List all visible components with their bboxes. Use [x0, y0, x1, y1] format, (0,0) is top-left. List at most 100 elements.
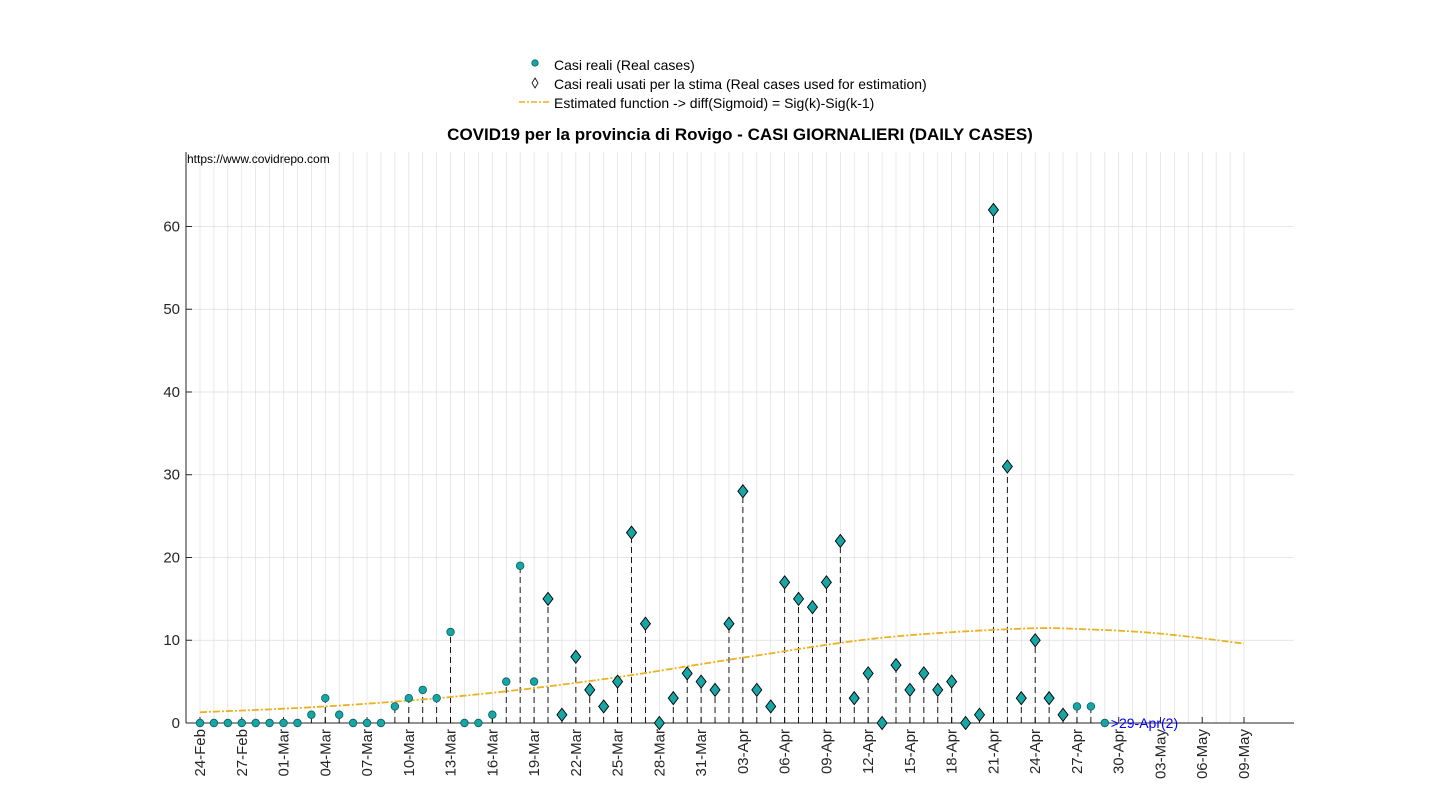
x-tick-label: 30-Apr	[1111, 729, 1128, 774]
data-point-real-case	[279, 718, 288, 728]
x-axis-ticks: 24-Feb 27-Feb 01-Mar 04-Mar 07-Mar 10-Mar 13-M…	[192, 717, 1253, 779]
x-tick-label: 06-Apr	[777, 729, 794, 774]
x-tick-label: 03-Apr	[735, 729, 752, 774]
data-point-used-for-estimation	[612, 674, 624, 689]
x-tick-label: 24-Feb	[192, 729, 209, 777]
legend-used-cases-label: Casi reali usati per la stima (Real case…	[554, 76, 927, 92]
data-point-real-case	[223, 718, 233, 728]
x-tick-label: 16-Mar	[484, 729, 501, 777]
data-point-real-case	[307, 710, 316, 719]
data-points	[195, 202, 1109, 731]
data-point-used-for-estimation	[723, 616, 735, 631]
x-tick-label: 27-Feb	[234, 729, 251, 777]
data-point-real-case	[404, 693, 413, 703]
data-point-real-case	[251, 718, 260, 728]
data-point-real-case	[237, 718, 246, 728]
data-point-used-for-estimation	[904, 682, 916, 698]
data-point-used-for-estimation	[862, 666, 874, 681]
x-tick-label: 09-May	[1236, 729, 1253, 780]
data-point-real-case	[209, 718, 219, 728]
data-point-used-for-estimation	[848, 690, 860, 706]
x-tick-label: 18-Apr	[944, 729, 961, 774]
data-point-used-for-estimation	[960, 715, 972, 731]
data-point-used-for-estimation	[1043, 690, 1055, 706]
data-point-used-for-estimation	[681, 666, 693, 681]
legend-real-cases-marker	[531, 59, 539, 67]
data-point-used-for-estimation	[973, 707, 986, 722]
data-point-used-for-estimation	[542, 591, 554, 607]
data-point-real-case	[515, 561, 525, 570]
data-point-used-for-estimation	[765, 699, 777, 714]
x-tick-label: 12-Apr	[860, 729, 877, 774]
data-point-real-case	[390, 702, 400, 711]
y-tick-label: 0	[172, 715, 180, 732]
x-tick-label: 15-Apr	[902, 729, 919, 774]
data-point-used-for-estimation	[639, 616, 652, 631]
grid	[186, 152, 1294, 724]
x-tick-label: 10-Mar	[401, 729, 418, 777]
data-point-used-for-estimation	[1057, 707, 1069, 722]
x-tick-label: 22-Mar	[568, 729, 585, 777]
data-point-used-for-estimation	[556, 707, 568, 722]
data-point-real-case	[376, 718, 386, 728]
data-point-used-for-estimation	[625, 525, 638, 540]
data-point-real-case	[529, 677, 539, 686]
data-point-used-for-estimation	[695, 674, 707, 689]
data-point-real-case	[335, 710, 344, 719]
x-tick-label: 25-Mar	[610, 729, 627, 777]
data-point-real-case	[362, 718, 372, 728]
y-tick-label: 30	[163, 467, 180, 484]
data-point-used-for-estimation	[570, 649, 582, 665]
data-point-used-for-estimation	[987, 202, 1000, 218]
y-tick-label: 40	[163, 384, 180, 401]
data-point-real-case	[348, 718, 358, 728]
x-tick-label: 24-Apr	[1027, 729, 1044, 774]
data-point-used-for-estimation	[806, 599, 819, 615]
x-tick-label: 07-Mar	[359, 729, 376, 777]
y-tick-label: 50	[163, 301, 180, 318]
data-point-used-for-estimation	[876, 715, 888, 731]
legend-estimated-label: Estimated function -> diff(Sigmoid) = Si…	[554, 95, 874, 111]
x-tick-label: 13-Mar	[443, 729, 460, 777]
estimated-line	[199, 627, 1245, 714]
x-tick-label: 03-May	[1152, 729, 1169, 780]
data-point-used-for-estimation	[932, 682, 944, 698]
data-point-real-case	[1100, 718, 1109, 728]
data-point-used-for-estimation	[1001, 459, 1013, 474]
y-tick-label: 60	[163, 218, 180, 235]
y-tick-label: 20	[163, 549, 180, 566]
x-tick-label: 09-Apr	[818, 729, 835, 774]
data-point-used-for-estimation	[834, 533, 846, 549]
data-point-real-case	[460, 718, 469, 728]
data-point-real-case	[432, 693, 441, 703]
chart-title: COVID19 per la provincia di Rovigo - CAS…	[447, 125, 1033, 144]
data-point-real-case	[502, 677, 511, 686]
data-point-real-case	[488, 710, 497, 719]
x-tick-label: 28-Mar	[651, 729, 668, 777]
legend-real-cases-label: Casi reali (Real cases)	[554, 57, 695, 73]
data-point-real-case	[474, 718, 483, 728]
data-point-used-for-estimation	[946, 674, 958, 689]
data-point-used-for-estimation	[918, 666, 930, 681]
data-point-used-for-estimation	[598, 699, 610, 714]
legend-used-cases-marker	[531, 77, 539, 89]
data-point-used-for-estimation	[653, 715, 665, 731]
data-point-real-case	[321, 693, 330, 703]
x-tick-label: 04-Mar	[317, 729, 334, 777]
data-point-used-for-estimation	[792, 591, 805, 607]
data-point-real-case	[265, 718, 274, 728]
x-tick-label: 01-Mar	[276, 729, 293, 777]
source-url: https://www.covidrepo.com	[187, 152, 330, 166]
data-point-used-for-estimation	[584, 682, 596, 698]
x-tick-label: 21-Apr	[985, 729, 1002, 774]
data-point-real-case	[418, 685, 427, 695]
last-value-annotation: >29-Apr(2)	[1111, 715, 1178, 731]
data-point-real-case	[195, 718, 205, 728]
data-point-real-case	[1086, 702, 1096, 711]
data-point-used-for-estimation	[737, 484, 749, 499]
axes	[185, 152, 1294, 724]
data-point-used-for-estimation	[667, 690, 679, 706]
x-tick-label: 06-May	[1194, 729, 1211, 780]
data-point-used-for-estimation	[820, 575, 832, 590]
data-point-used-for-estimation	[751, 682, 763, 698]
